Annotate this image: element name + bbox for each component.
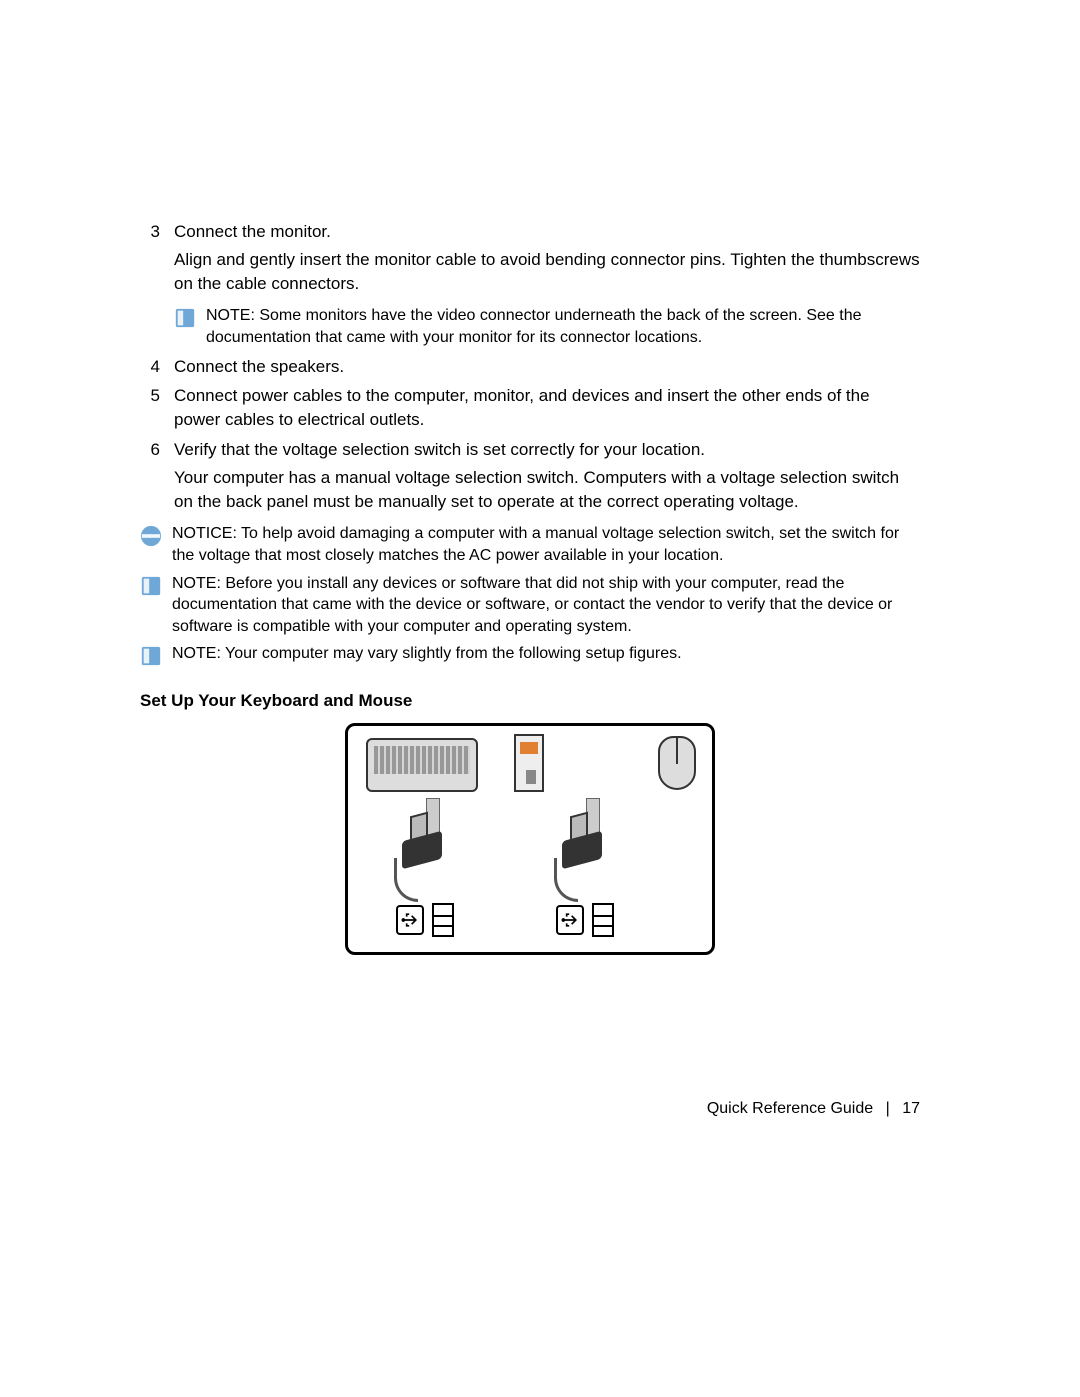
step-body: Connect the speakers. [174, 355, 920, 379]
note-text: NOTE: Your computer may vary slightly fr… [172, 643, 920, 665]
step-body: Verify that the voltage selection switch… [174, 438, 920, 517]
kb-mouse-diagram [345, 723, 715, 955]
note-text: NOTE: Some monitors have the video conne… [206, 305, 920, 348]
step-number: 3 [140, 220, 160, 299]
note-icon [174, 307, 196, 329]
step-number: 6 [140, 438, 160, 517]
notice-label: NOTICE: [172, 525, 237, 542]
diagram-wrap [140, 723, 920, 955]
note-monitor: NOTE: Some monitors have the video conne… [140, 305, 920, 348]
note-icon [140, 645, 162, 667]
usb-symbol-icon [556, 905, 584, 935]
note-body: Your computer may vary slightly from the… [221, 645, 682, 662]
note-body: Before you install any devices or softwa… [172, 575, 892, 635]
step-5: 5 Connect power cables to the computer, … [140, 384, 920, 432]
note-label: NOTE: [206, 307, 255, 324]
footer-title: Quick Reference Guide [707, 1100, 873, 1117]
usb-connector-icon [402, 814, 450, 892]
page-number: 17 [902, 1100, 920, 1117]
usb-port-group [556, 902, 620, 938]
note-label: NOTE: [172, 575, 221, 592]
usb-connector-icon [562, 814, 610, 892]
footer-separator: | [886, 1100, 890, 1117]
step-body: Connect the monitor. Align and gently in… [174, 220, 920, 299]
step-6-line-1: Verify that the voltage selection switch… [174, 438, 920, 462]
notice-body: To help avoid damaging a computer with a… [172, 525, 899, 564]
note-body: Some monitors have the video connector u… [206, 307, 862, 346]
usb-port-icon [592, 903, 614, 937]
notice-voltage: NOTICE: To help avoid damaging a compute… [140, 523, 920, 566]
step-6-line-2: Your computer has a manual voltage selec… [174, 466, 920, 514]
step-6: 6 Verify that the voltage selection swit… [140, 438, 920, 517]
step-body: Connect power cables to the computer, mo… [174, 384, 920, 432]
usb-symbol-icon [396, 905, 424, 935]
step-number: 5 [140, 384, 160, 432]
note-label: NOTE: [172, 645, 221, 662]
step-4: 4 Connect the speakers. [140, 355, 920, 379]
mouse-icon [658, 736, 696, 790]
note-icon [140, 575, 162, 597]
computer-tower-icon [514, 734, 544, 792]
page-footer: Quick Reference Guide | 17 [140, 1100, 920, 1118]
step-number: 4 [140, 355, 160, 379]
step-3-line-2: Align and gently insert the monitor cabl… [174, 248, 920, 296]
note-text: NOTICE: To help avoid damaging a compute… [172, 523, 920, 566]
step-3-line-1: Connect the monitor. [174, 220, 920, 244]
note-compat: NOTE: Before you install any devices or … [140, 573, 920, 638]
keyboard-icon [366, 738, 478, 792]
notice-icon [140, 525, 162, 547]
usb-port-icon [432, 903, 454, 937]
note-text: NOTE: Before you install any devices or … [172, 573, 920, 638]
usb-port-group [396, 902, 460, 938]
note-figures: NOTE: Your computer may vary slightly fr… [140, 643, 920, 667]
step-3: 3 Connect the monitor. Align and gently … [140, 220, 920, 299]
page-content: 3 Connect the monitor. Align and gently … [140, 220, 920, 955]
section-heading: Set Up Your Keyboard and Mouse [140, 691, 920, 711]
